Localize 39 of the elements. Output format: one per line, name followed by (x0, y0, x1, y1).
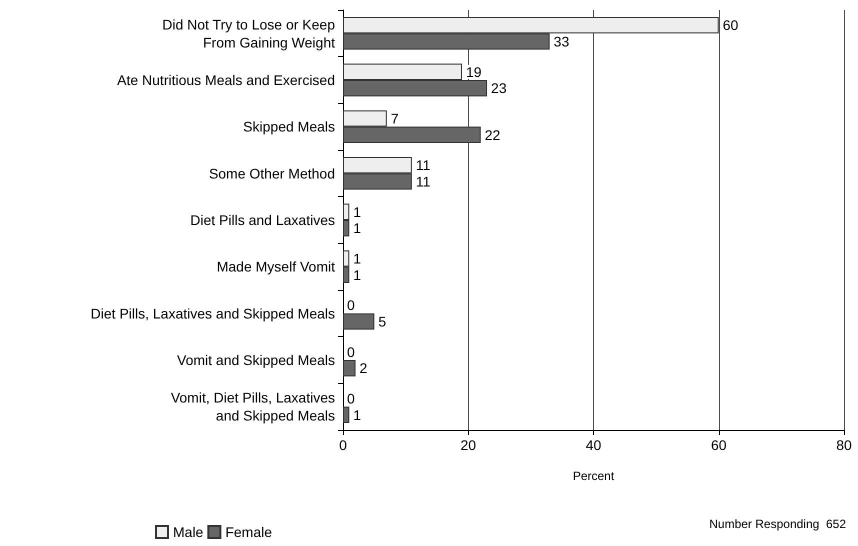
x-tick-label: 0 (339, 437, 348, 453)
data-label: 5 (378, 314, 386, 330)
y-tick-label: Vomit, Diet Pills, Laxatives and Skipped Meals (170, 390, 335, 424)
y-tick-label: Diet Pills and Laxatives (190, 212, 335, 228)
data-label: 0 (347, 344, 355, 360)
data-label: 2 (360, 360, 368, 376)
data-label: 7 (390, 110, 399, 126)
y-tick-label: Skipped Meals (243, 118, 335, 135)
data-label: 1 (353, 204, 362, 220)
y-tick-label: Did Not Try to Lose or Keep From Gaining Weight (162, 16, 336, 50)
y-tick-label: Made Myself Vomit (216, 258, 336, 275)
data-label: 11 (416, 174, 431, 190)
data-label: 60 (722, 17, 739, 34)
y-tick-label: Ate Nutritious Meals and Exercised (117, 72, 335, 88)
data-label: 1 (353, 250, 362, 266)
y-tick-label: Vomit and Skipped Meals (177, 352, 335, 368)
bar (343, 360, 356, 376)
data-label: 11 (416, 157, 431, 174)
bar (343, 406, 350, 423)
x-tick-label: 20 (460, 437, 476, 453)
data-label: 1 (353, 220, 362, 236)
x-tick-label: 40 (586, 437, 602, 453)
data-label: 0 (347, 297, 355, 314)
y-tick-label: Diet Pills, Laxatives and Skipped Meals (90, 305, 335, 322)
data-label: 33 (554, 34, 570, 50)
x-axis-title: Percent (572, 469, 615, 483)
legend-label: Male (173, 524, 204, 540)
data-label: 19 (466, 64, 482, 80)
data-label: 22 (484, 126, 501, 143)
data-label: 1 (353, 266, 362, 283)
legend-label: Female (225, 524, 272, 540)
data-label: 23 (491, 80, 507, 96)
y-tick-label: Some Other Method (208, 165, 335, 182)
text: Number Responding 652 (709, 517, 846, 531)
data-label: 0 (347, 390, 355, 406)
bar (343, 313, 374, 330)
data-label: 1 (353, 406, 362, 423)
x-tick-label: 80 (836, 437, 852, 453)
x-tick-label: 60 (710, 437, 727, 453)
